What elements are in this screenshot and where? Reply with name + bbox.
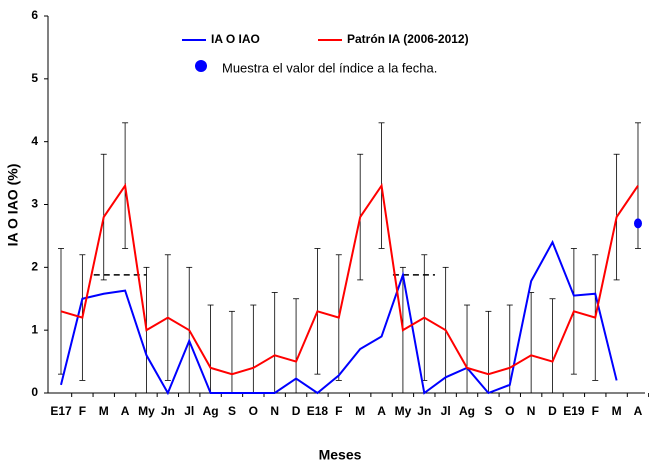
x-tick-label: My	[138, 404, 155, 418]
x-tick-label: N	[527, 404, 536, 418]
x-tick-label: F	[592, 404, 599, 418]
series-line	[60, 182, 639, 376]
x-tick-label: S	[228, 404, 236, 418]
legend-swatch	[195, 60, 207, 72]
x-tick-label: A	[121, 404, 130, 418]
y-axis-label: IA O IAO (%)	[5, 164, 21, 247]
x-tick-label: Jn	[161, 404, 175, 418]
y-tick-label: 6	[31, 8, 38, 22]
x-tick-label: A	[377, 404, 386, 418]
x-tick-label: M	[99, 404, 109, 418]
x-tick-label: O	[505, 404, 514, 418]
x-tick-label: Jl	[184, 404, 194, 418]
series-line	[60, 239, 618, 396]
x-tick-label: F	[79, 404, 86, 418]
y-tick-label: 2	[31, 260, 38, 274]
x-tick-label: F	[335, 404, 342, 418]
x-tick-label: E19	[563, 404, 585, 418]
x-tick-label: O	[249, 404, 258, 418]
current-point	[633, 218, 642, 229]
x-tick-label: Jl	[441, 404, 451, 418]
y-tick-label: 5	[31, 71, 38, 85]
x-tick-label: D	[292, 404, 301, 418]
x-tick-label: M	[612, 404, 622, 418]
x-tick-label: E18	[307, 404, 329, 418]
x-tick-label: E17	[50, 404, 72, 418]
legend-label: Patrón IA (2006-2012)	[347, 32, 469, 46]
legend-label: Muestra el valor del índice a la fecha.	[222, 60, 437, 75]
x-tick-label: A	[634, 404, 643, 418]
x-tick-label: My	[395, 404, 412, 418]
x-tick-label: D	[548, 404, 557, 418]
x-tick-label: S	[484, 404, 492, 418]
x-tick-label: N	[270, 404, 279, 418]
x-tick-label: Ag	[459, 404, 475, 418]
x-tick-label: Ag	[203, 404, 219, 418]
x-axis-label: Meses	[319, 447, 362, 463]
y-tick-label: 3	[31, 197, 38, 211]
x-tick-label: Jn	[417, 404, 431, 418]
y-tick-label: 1	[31, 322, 38, 336]
y-tick-label: 0	[31, 385, 38, 399]
x-tick-label: M	[355, 404, 365, 418]
y-tick-label: 4	[31, 134, 38, 148]
legend-label: IA O IAO	[211, 32, 260, 46]
